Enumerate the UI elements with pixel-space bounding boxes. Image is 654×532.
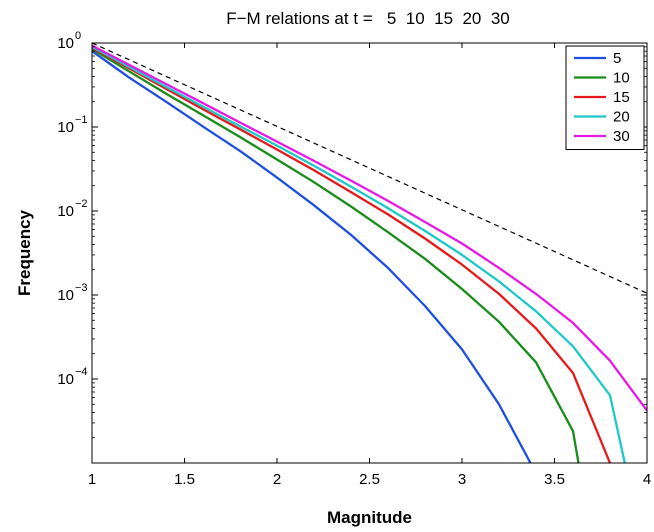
x-tick-label: 4 bbox=[643, 471, 651, 488]
x-tick-label: 2.5 bbox=[359, 471, 380, 488]
legend-label-30: 30 bbox=[613, 128, 630, 145]
y-tick-label: 10 −1 bbox=[57, 114, 87, 136]
y-tick-label: 10 −2 bbox=[57, 198, 87, 220]
reference-line-dashed bbox=[92, 43, 647, 294]
legend-label-15: 15 bbox=[613, 89, 630, 106]
series-line-15 bbox=[92, 46, 612, 463]
y-tick-base: 10 bbox=[57, 119, 74, 136]
series-line-30 bbox=[92, 44, 647, 412]
x-tick-label: 1.5 bbox=[174, 471, 195, 488]
y-axis-label: Frequency bbox=[15, 209, 34, 296]
y-tick-base: 10 bbox=[57, 371, 74, 388]
y-tick-exponent: −4 bbox=[75, 366, 88, 378]
y-tick-base: 10 bbox=[57, 35, 74, 52]
data-layer bbox=[92, 43, 647, 463]
series-line-5 bbox=[92, 50, 532, 463]
y-tick-exponent: −3 bbox=[75, 282, 88, 294]
x-tick-label: 3 bbox=[458, 471, 466, 488]
legend-label-20: 20 bbox=[613, 109, 630, 126]
y-tick-base: 10 bbox=[57, 287, 74, 304]
y-tick-exponent: 0 bbox=[75, 30, 81, 42]
y-tick-label: 10 −4 bbox=[57, 366, 87, 388]
legend: 5 10 15 20 30 bbox=[565, 45, 645, 150]
series-line-10 bbox=[92, 47, 580, 463]
y-tick-label: 10 −3 bbox=[57, 282, 87, 304]
legend-label-5: 5 bbox=[613, 50, 621, 67]
chart-title: F−M relations at t = 5 10 15 20 30 bbox=[226, 9, 510, 28]
plot-area-frame bbox=[91, 42, 648, 464]
legend-label-10: 10 bbox=[613, 70, 630, 87]
x-axis-label: Magnitude bbox=[327, 508, 412, 527]
y-tick-exponent: −1 bbox=[75, 114, 88, 126]
x-tick-label: 2 bbox=[273, 471, 281, 488]
series-line-20 bbox=[92, 45, 626, 463]
x-axis: 1 1.5 2 2.5 3 3.5 4 bbox=[88, 43, 651, 488]
y-tick-exponent: −2 bbox=[75, 198, 88, 210]
y-tick-base: 10 bbox=[57, 203, 74, 220]
x-tick-label: 3.5 bbox=[544, 471, 565, 488]
y-tick-label: 10 0 bbox=[57, 30, 81, 52]
x-tick-label: 1 bbox=[88, 471, 96, 488]
